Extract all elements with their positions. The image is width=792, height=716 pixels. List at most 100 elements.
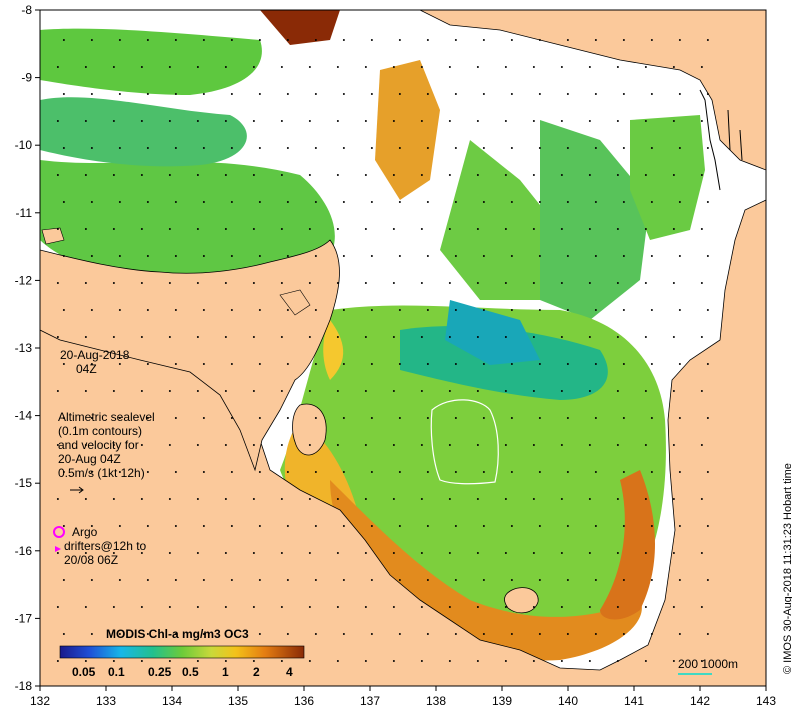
velocity-dot [678,525,681,527]
velocity-dot [84,336,87,338]
velocity-dot [532,336,535,338]
velocity-dot [364,174,367,176]
velocity-dot [364,66,367,68]
velocity-dot [398,525,401,527]
land-arnhem [40,239,340,472]
velocity-dot [286,201,289,203]
velocity-dot [370,39,373,41]
velocity-dot [118,255,121,257]
velocity-dot [168,282,171,284]
velocity-dot [230,471,233,473]
velocity-dot [616,174,619,176]
velocity-dot [174,363,177,365]
velocity-dot [594,309,597,311]
velocity-dot [112,174,115,176]
velocity-dot [482,39,485,41]
velocity-dot [196,120,199,122]
velocity-dot [538,309,541,311]
velocity-dot [392,660,395,662]
velocity-dot [168,336,171,338]
velocity-dot [308,120,311,122]
velocity-dot [566,39,569,41]
velocity-dot [140,174,143,176]
velocity-dot [594,363,597,365]
velocity-dot [62,525,65,527]
lon-tick-label: 141 [624,694,644,708]
velocity-dot [62,39,65,41]
velocity-dot [196,606,199,608]
velocity-dot [56,498,59,500]
velocity-dot [174,309,177,311]
velocity-dot [706,255,709,257]
velocity-dot [566,525,569,527]
velocity-dot [622,255,625,257]
velocity-dot [700,552,703,554]
velocity-dot [252,390,255,392]
velocity-dot [622,417,625,419]
velocity-dot [196,660,199,662]
velocity-dot [504,336,507,338]
velocity-dot [426,417,429,419]
velocity-dot [252,444,255,446]
velocity-dot [314,417,317,419]
velocity-dot [258,255,261,257]
velocity-dot [370,363,373,365]
lat-tick-label: -12 [15,273,33,287]
velocity-dot [594,255,597,257]
velocity-dot [308,498,311,500]
velocity-dot [588,282,591,284]
velocity-dot [196,444,199,446]
velocity-dot [336,120,339,122]
velocity-dot [706,579,709,581]
velocity-dot [678,471,681,473]
velocity-dot [174,417,177,419]
colorbar [59,645,305,659]
velocity-dot [672,390,675,392]
velocity-dot [560,390,563,392]
velocity-dot [706,201,709,203]
velocity-dot [588,120,591,122]
velocity-dot [140,228,143,230]
velocity-dot [314,579,317,581]
colorbar-title: MODIS Chl-a mg/m3 OC3 [106,627,249,641]
velocity-dot [566,201,569,203]
velocity-dot [594,579,597,581]
velocity-dot [532,228,535,230]
velocity-dot [370,201,373,203]
velocity-dot [84,390,87,392]
velocity-dot [622,525,625,527]
colorbar-label: 0.05 [72,665,96,679]
velocity-dot [118,201,121,203]
velocity-dot [398,633,401,635]
velocity-dot [448,660,451,662]
velocity-dot [560,498,563,500]
velocity-dot [504,552,507,554]
velocity-dot [370,93,373,95]
velocity-dot [476,228,479,230]
velocity-dot [392,66,395,68]
lat-tick-label: -9 [21,71,32,85]
velocity-dot [364,606,367,608]
reference-arrow-icon [70,486,84,494]
velocity-dot [224,282,227,284]
velocity-dot [62,93,65,95]
velocity-dot [286,363,289,365]
velocity-dot [196,66,199,68]
velocity-dot [118,93,121,95]
velocity-dot [224,498,227,500]
velocity-dot [364,120,367,122]
velocity-dot [706,309,709,311]
velocity-dot [672,282,675,284]
velocity-dot [224,660,227,662]
velocity-dot [224,120,227,122]
velocity-dot [566,633,569,635]
velocity-dot [280,660,283,662]
velocity-dot [454,201,457,203]
velocity-dot [118,633,121,635]
velocity-dot [230,417,233,419]
velocity-dot [426,93,429,95]
velocity-dot [140,66,143,68]
velocity-dot [616,66,619,68]
velocity-dot [476,174,479,176]
velocity-dot [146,633,149,635]
